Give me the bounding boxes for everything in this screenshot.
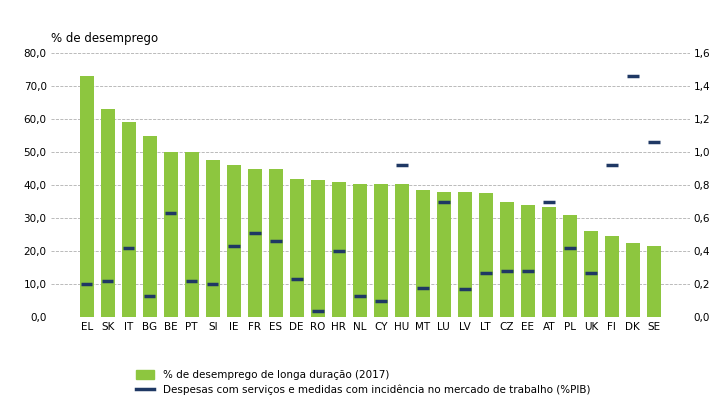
Bar: [416, 190, 430, 317]
Bar: [311, 180, 325, 317]
Bar: [101, 109, 115, 317]
Bar: [164, 152, 178, 317]
Bar: [269, 168, 282, 317]
Bar: [290, 179, 303, 317]
Bar: [353, 184, 367, 317]
Bar: [647, 246, 661, 317]
Bar: [521, 205, 534, 317]
Legend: % de desemprego de longa duração (2017), Despesas com serviços e medidas com inc: % de desemprego de longa duração (2017),…: [133, 367, 593, 398]
Bar: [332, 182, 346, 317]
Bar: [563, 215, 576, 317]
Bar: [206, 160, 219, 317]
Bar: [185, 152, 198, 317]
Bar: [542, 207, 555, 317]
Bar: [437, 192, 451, 317]
Bar: [374, 184, 388, 317]
Text: % de desemprego: % de desemprego: [51, 32, 158, 45]
Bar: [479, 193, 493, 317]
Bar: [626, 243, 640, 317]
Bar: [227, 165, 240, 317]
Bar: [122, 123, 136, 317]
Bar: [80, 76, 94, 317]
Bar: [143, 136, 157, 317]
Bar: [458, 192, 472, 317]
Bar: [248, 168, 261, 317]
Bar: [500, 202, 513, 317]
Bar: [584, 232, 597, 317]
Bar: [395, 184, 409, 317]
Bar: [605, 236, 619, 317]
